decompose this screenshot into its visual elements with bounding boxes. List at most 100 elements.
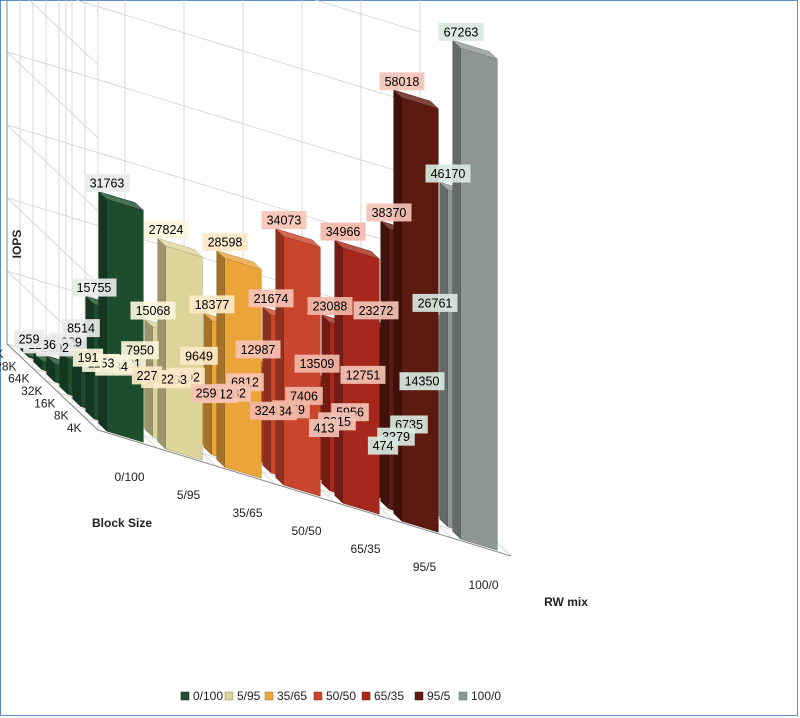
data-label: 38370: [372, 206, 407, 220]
data-label: 34073: [267, 214, 302, 228]
legend-label: 65/35: [374, 689, 404, 703]
data-label-bg: [294, 354, 340, 373]
block-size-tick-label: 8K: [54, 409, 69, 423]
bar-top: [334, 239, 380, 260]
data-labels: 3176315755851449292502123625927824150687…: [13, 22, 484, 455]
y-axis-title: IOPS: [10, 230, 24, 259]
data-label-bg: [399, 372, 445, 391]
data-label-bg: [143, 220, 189, 239]
data-label: 12987: [241, 343, 276, 357]
bar-top: [216, 250, 262, 270]
data-label: 9649: [185, 349, 213, 363]
data-label-bg: [308, 419, 340, 438]
bar-side: [216, 250, 225, 468]
data-label-bg: [438, 22, 484, 41]
data-label-bg: [202, 233, 248, 252]
data-label: 18377: [195, 298, 230, 312]
legend-swatch: [224, 691, 234, 701]
data-label: 67263: [444, 25, 479, 39]
data-label: 15068: [136, 304, 171, 318]
data-label-bg: [425, 164, 471, 183]
bar-top: [452, 40, 498, 60]
data-label: 259: [19, 333, 40, 347]
legend-label: 95/5: [427, 689, 451, 703]
rw-mix-tick-label: 50/50: [291, 524, 321, 538]
bar-side: [321, 314, 330, 492]
data-label: 31763: [90, 176, 125, 190]
data-label: 23272: [359, 304, 394, 318]
gridline-y: [314, 0, 421, 33]
data-label-bg: [189, 295, 235, 314]
legend-label: 35/65: [277, 689, 307, 703]
data-label: 474: [373, 439, 394, 453]
data-label: 21674: [254, 292, 289, 306]
depth-tick-labels: 4K8K16K32K64K128K1024K: [0, 347, 82, 435]
bar-top: [275, 228, 321, 248]
data-label: 27824: [149, 223, 184, 237]
data-label: 191: [78, 351, 99, 365]
data-label: 259: [196, 387, 217, 401]
block-size-tick-label: 32K: [21, 384, 42, 398]
data-label: 23088: [313, 300, 348, 314]
gridline-y: [28, 0, 421, 106]
data-label-bg: [13, 330, 45, 349]
bar-side: [380, 220, 389, 510]
data-label-bg: [261, 211, 307, 230]
data-label-bg: [307, 297, 353, 316]
rw-mix-tick-label: 100/0: [468, 578, 498, 592]
gridline-y: [6, 51, 421, 179]
x-axis-title: RW mix: [544, 595, 588, 609]
block-size-tick-label: 128K: [0, 359, 17, 373]
data-label-bg: [130, 301, 176, 320]
x-tick-labels: 0/100 5/95 35/65 50/50 65/35 95/5 100/0: [114, 470, 498, 592]
data-label: 7406: [290, 389, 318, 403]
data-label: 34966: [326, 225, 361, 239]
legend-label: 5/95: [237, 689, 261, 703]
bar-side: [439, 181, 448, 528]
data-label-bg: [72, 348, 104, 367]
bar-front: [106, 198, 144, 443]
depth-axis-title: Block Size: [92, 516, 152, 530]
data-label: 12751: [346, 368, 381, 382]
legend-swatch: [313, 691, 323, 701]
bar-35-65-4K: [216, 250, 262, 479]
bar-100-0-4K: [452, 39, 498, 551]
legend-swatch: [264, 691, 274, 701]
data-label-bg: [379, 72, 425, 91]
data-label: 15755: [77, 281, 112, 295]
legend-swatch: [180, 691, 190, 701]
bar-front: [401, 97, 439, 533]
bar-side: [262, 306, 271, 474]
data-label-bg: [320, 222, 366, 241]
data-label-bg: [249, 401, 281, 420]
block-size-tick-label: 16K: [34, 396, 55, 410]
legend-label: 100/0: [471, 689, 501, 703]
legend: 0/100 5/95 35/65 50/50 65/35 95/5 100/0: [180, 689, 501, 703]
bar-top: [98, 191, 144, 211]
block-size-tick-label: 1024K: [0, 347, 4, 361]
bar-front: [460, 47, 498, 551]
data-label: 324: [255, 404, 276, 418]
data-label: 58018: [385, 75, 420, 89]
rw-mix-tick-label: 0/100: [114, 470, 144, 484]
data-label-bg: [367, 436, 399, 455]
bar-top: [157, 238, 203, 258]
block-size-tick-label: 64K: [8, 372, 29, 386]
legend-label: 0/100: [193, 689, 223, 703]
data-label-bg: [412, 293, 458, 312]
bar-side: [452, 39, 461, 540]
x-axis-line: [97, 429, 512, 557]
rw-mix-tick-label: 5/95: [177, 488, 201, 502]
data-label: 7950: [126, 344, 154, 358]
data-label-bg: [340, 365, 386, 384]
data-label-bg: [190, 384, 222, 403]
depth-axis-line: [6, 343, 99, 431]
block-size-tick-label: 4K: [67, 421, 82, 435]
data-label-bg: [180, 346, 218, 365]
data-label: 413: [314, 422, 335, 436]
bar-side: [203, 312, 212, 456]
bar-side: [98, 191, 107, 432]
data-label: 8514: [67, 322, 95, 336]
